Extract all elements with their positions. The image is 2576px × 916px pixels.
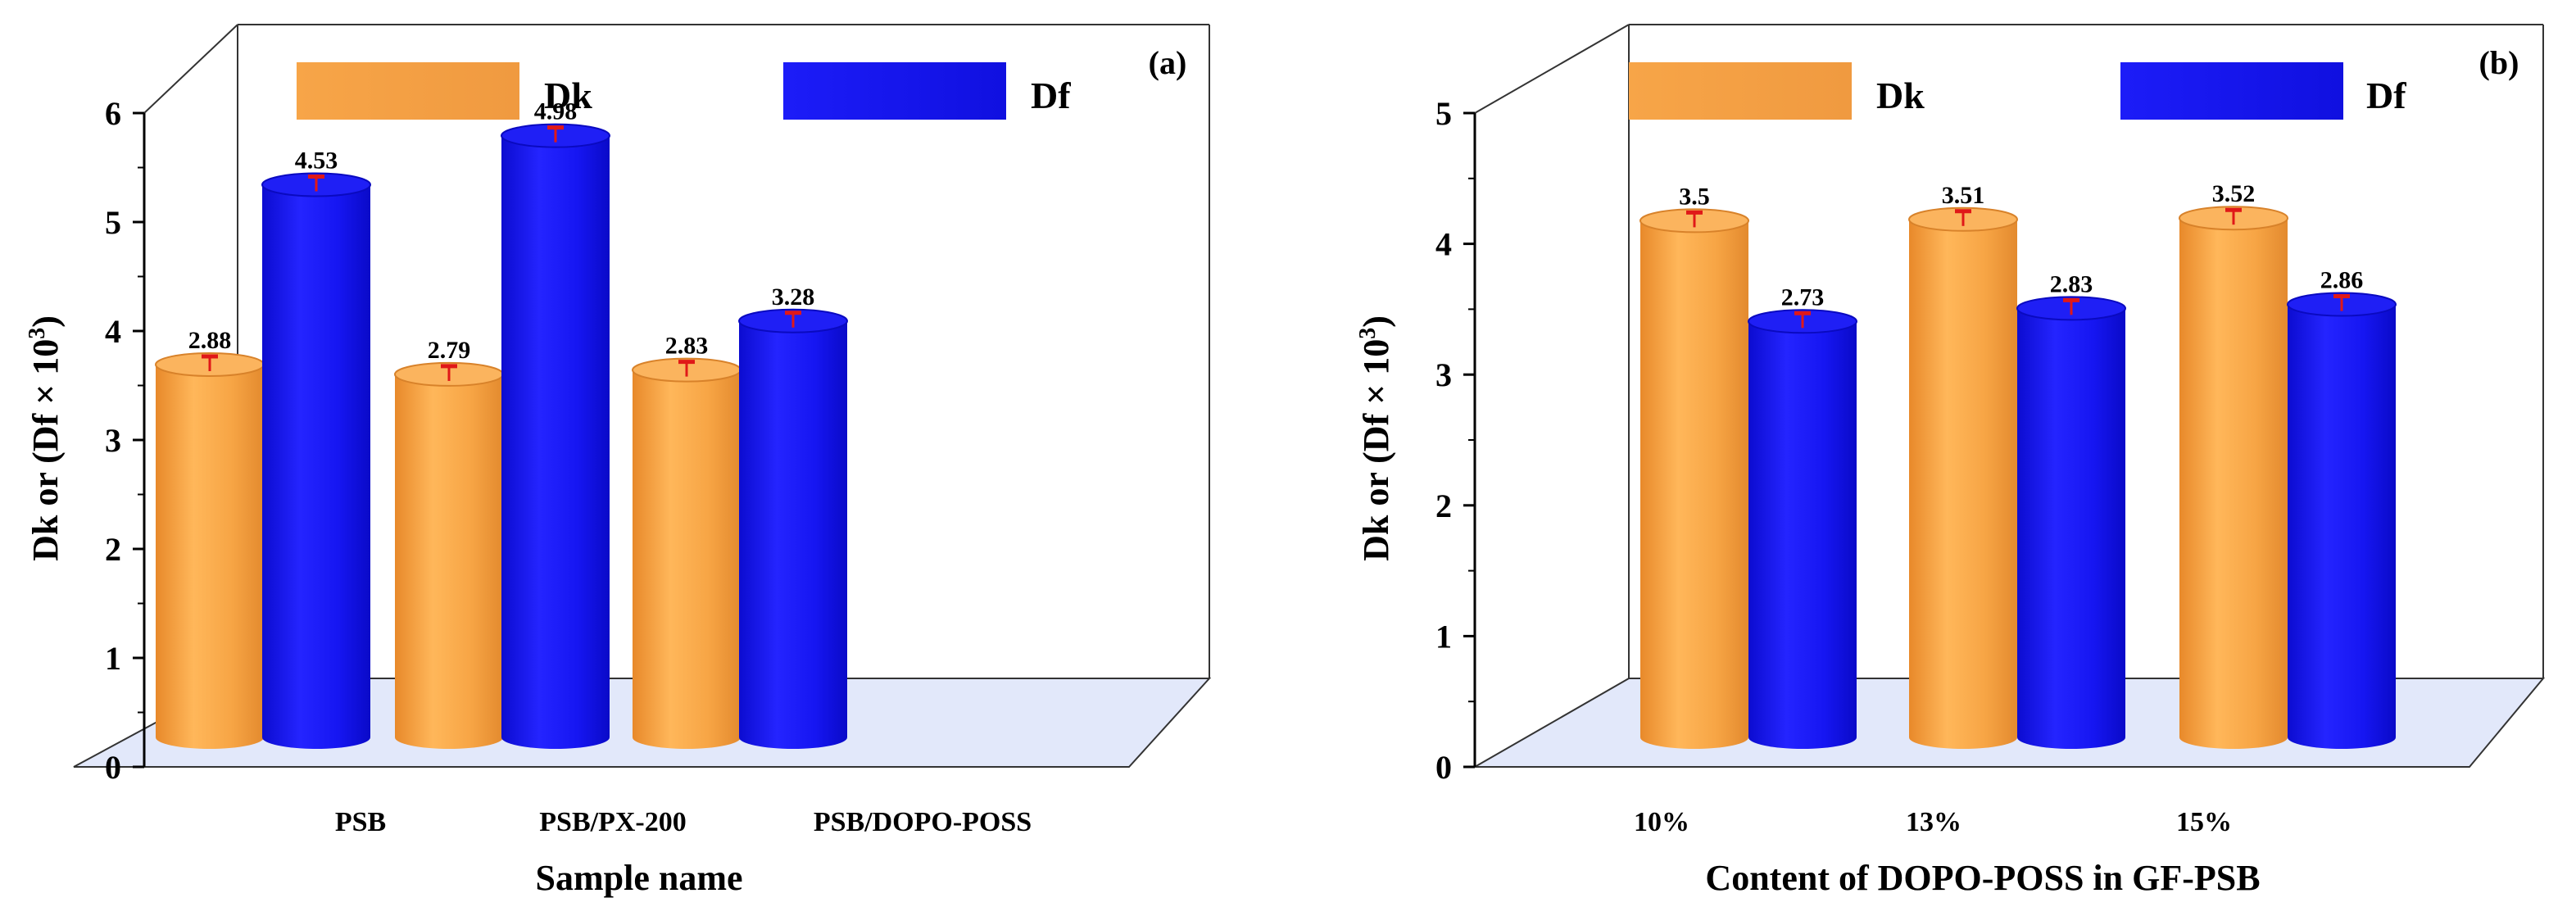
y-ticks-b: 0 1 2 3 4 5 10% 13% 15% bbox=[1435, 95, 2232, 837]
legend-swatch-df-a bbox=[783, 62, 1006, 120]
bar-df-a-1: 4.98 bbox=[501, 98, 610, 749]
legend-swatch-dk-b bbox=[1629, 62, 1852, 120]
panel-label-a: (a) bbox=[1149, 44, 1187, 81]
y-tick-label-a-2: 2 bbox=[105, 531, 121, 568]
bar-body bbox=[395, 374, 503, 749]
bar-df-b-1: 2.83 bbox=[2016, 270, 2126, 749]
legend-label-df-b: Df bbox=[2366, 75, 2406, 116]
y-tick-label-a-3: 3 bbox=[105, 422, 121, 459]
data-label: 2.73 bbox=[1781, 283, 1825, 311]
legend-label-df-a: Df bbox=[1031, 75, 1071, 116]
data-label: 2.83 bbox=[2050, 270, 2093, 297]
x-tick-label-a-2: PSB/DOPO-POSS bbox=[814, 807, 1032, 837]
bar-body bbox=[633, 370, 741, 749]
y-tick-label-a-5: 5 bbox=[105, 204, 121, 241]
x-tick-label-b-2: 15% bbox=[2176, 807, 2232, 837]
y-tick-label-b-0: 0 bbox=[1435, 749, 1452, 786]
depth-top-edge-b bbox=[1474, 24, 1630, 114]
data-label: 3.5 bbox=[1679, 183, 1710, 210]
bar-body bbox=[156, 364, 264, 749]
y-ticks-a: 0 1 2 3 4 5 6 PSB PSB/PX-200 PSB/DOPO-POSS bbox=[105, 95, 1032, 837]
bar-df-b-2: 2.86 bbox=[2287, 267, 2397, 749]
bar-body bbox=[501, 135, 610, 749]
bar-dk-b-0: 3.5 bbox=[1639, 183, 1749, 749]
bars-a: 2.88 4.53 2.79 4.98 2.83 3.28 bbox=[155, 98, 848, 749]
bar-body bbox=[1640, 220, 1748, 749]
x-axis-label-b: Content of DOPO-POSS in GF-PSB bbox=[1705, 858, 2260, 898]
data-label: 2.83 bbox=[665, 333, 709, 360]
y-tick-label-a-0: 0 bbox=[105, 749, 121, 786]
bar-body bbox=[1748, 321, 1857, 749]
y-tick-label-b-3: 3 bbox=[1435, 356, 1452, 393]
bar-body bbox=[2288, 304, 2396, 749]
bar-df-a-0: 4.53 bbox=[261, 147, 371, 749]
depth-top-edge-a bbox=[143, 24, 238, 114]
legend-label-dk-a: Dk bbox=[544, 75, 592, 116]
y-tick-label-b-4: 4 bbox=[1435, 226, 1452, 263]
bar-dk-b-1: 3.51 bbox=[1908, 182, 2018, 750]
data-label: 3.51 bbox=[1942, 182, 1985, 209]
x-tick-label-b-1: 13% bbox=[1906, 807, 1961, 837]
bars-b: 3.5 2.73 3.51 2.83 3.52 2.86 bbox=[1639, 180, 2397, 750]
bar-body bbox=[262, 184, 370, 749]
data-label: 4.53 bbox=[295, 147, 338, 175]
data-label: 4.98 bbox=[534, 98, 578, 125]
bar-body bbox=[739, 320, 847, 749]
x-axis-label-a: Sample name bbox=[536, 858, 743, 898]
legend-swatch-dk-a bbox=[297, 62, 519, 120]
bar-dk-a-2: 2.83 bbox=[632, 333, 742, 749]
bar-body bbox=[2179, 218, 2288, 749]
y-tick-label-a-4: 4 bbox=[105, 313, 121, 350]
y-tick-label-a-1: 1 bbox=[105, 640, 121, 677]
y-axis-label-a: Dk or (Df × 103) bbox=[25, 315, 66, 561]
data-label: 3.52 bbox=[2212, 180, 2256, 207]
y-axis-label-b: Dk or (Df × 103) bbox=[1355, 315, 1396, 561]
x-tick-label-b-0: 10% bbox=[1634, 807, 1689, 837]
bar-dk-a-0: 2.88 bbox=[155, 327, 265, 749]
bar-dk-b-2: 3.52 bbox=[2179, 180, 2288, 749]
panel-a: 0 1 2 3 4 5 6 PSB PSB/PX-200 PSB/DOPO-POSS 2.88 4.… bbox=[25, 24, 1212, 898]
y-tick-label-b-1: 1 bbox=[1435, 618, 1452, 655]
y-tick-label-b-5: 5 bbox=[1435, 95, 1452, 132]
legend-label-dk-b: Dk bbox=[1876, 75, 1925, 116]
y-tick-label-a-6: 6 bbox=[105, 95, 121, 132]
bar-body bbox=[2017, 308, 2125, 749]
data-label: 2.86 bbox=[2320, 267, 2364, 294]
bar-dk-a-1: 2.79 bbox=[394, 337, 504, 749]
data-label: 2.79 bbox=[428, 337, 471, 364]
bar-df-a-2: 3.28 bbox=[738, 283, 848, 749]
x-tick-label-a-0: PSB bbox=[335, 807, 386, 837]
data-label: 2.88 bbox=[188, 327, 232, 354]
bar-body bbox=[1909, 219, 2017, 750]
x-tick-label-a-1: PSB/PX-200 bbox=[539, 807, 686, 837]
panel-label-b: (b) bbox=[2479, 44, 2519, 81]
legend-swatch-df-b bbox=[2120, 62, 2343, 120]
y-tick-label-b-2: 2 bbox=[1435, 487, 1452, 524]
bar-df-b-0: 2.73 bbox=[1748, 283, 1857, 749]
data-label: 3.28 bbox=[772, 283, 815, 311]
